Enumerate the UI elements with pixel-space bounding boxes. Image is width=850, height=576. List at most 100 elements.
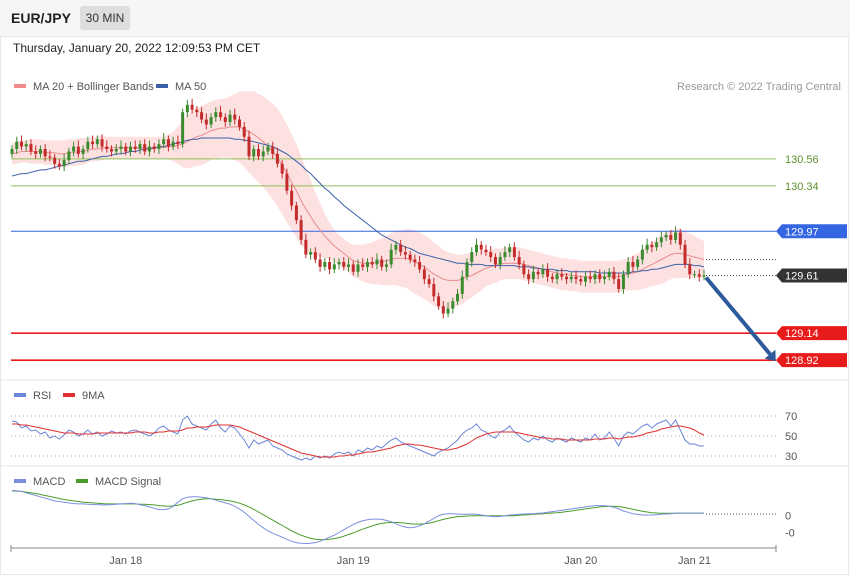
candle-body — [347, 264, 351, 267]
candle-body — [403, 252, 407, 255]
candle-body — [72, 146, 76, 152]
candle-body — [655, 242, 659, 248]
candle-body — [195, 109, 199, 113]
symbol-label: EUR/JPY — [11, 10, 71, 26]
candle-body — [413, 259, 417, 262]
candle-body — [242, 126, 246, 137]
candle-body — [247, 136, 251, 157]
x-tick-label: Jan 18 — [109, 555, 142, 567]
macd-line — [11, 489, 704, 545]
candle-body — [541, 269, 545, 275]
candle-body — [10, 149, 14, 154]
candle-body — [418, 261, 422, 270]
candle-body — [351, 264, 355, 272]
candle-body — [659, 237, 663, 243]
level-tag — [776, 326, 847, 341]
level-label: 130.34 — [785, 181, 819, 193]
candle-body — [238, 119, 242, 127]
timeframe-button[interactable]: 30 MIN — [80, 6, 130, 30]
level-label: 130.56 — [785, 154, 819, 166]
candle-body — [95, 139, 99, 145]
candle-body — [200, 112, 204, 120]
candle-body — [233, 114, 237, 120]
candle-body — [688, 264, 692, 275]
level-label: 129.61 — [785, 270, 819, 282]
candle-body — [640, 249, 644, 260]
candle-body — [650, 244, 654, 248]
legend-swatch — [14, 479, 26, 483]
candle-body — [76, 146, 80, 154]
candle-body — [332, 264, 336, 270]
candle-body — [437, 296, 441, 307]
macd-tick-label: -0 — [785, 528, 795, 540]
candle-body — [531, 271, 535, 280]
candle-body — [171, 141, 175, 147]
candle-body — [19, 141, 23, 147]
candle-body — [304, 239, 308, 255]
candle-body — [527, 274, 531, 280]
level-label: 128.92 — [785, 355, 819, 367]
candle-body — [62, 160, 66, 167]
candle-body — [399, 244, 403, 253]
candle-body — [34, 151, 38, 154]
rsi-line — [11, 415, 704, 461]
candle-body — [621, 274, 625, 289]
candle-body — [53, 157, 57, 164]
candle-body — [508, 247, 512, 253]
candle-body — [271, 146, 275, 154]
candle-body — [266, 146, 270, 152]
candle-body — [408, 254, 412, 260]
candle-body — [29, 144, 33, 152]
legend-swatch — [76, 479, 88, 483]
level-label: 129.97 — [785, 226, 819, 238]
candle-body — [522, 264, 526, 275]
rsi-tick-label: 70 — [785, 411, 797, 423]
legend-label: MA 50 — [175, 81, 206, 93]
candle-body — [190, 104, 194, 110]
candle-body — [636, 259, 640, 267]
candle-body — [318, 259, 322, 267]
candle-body — [285, 173, 289, 191]
candle-body — [252, 149, 256, 157]
macd-signal-line — [11, 490, 704, 541]
candle-body — [584, 276, 588, 282]
candle-body — [598, 274, 602, 280]
candle-body — [114, 149, 118, 152]
candle-body — [441, 306, 445, 314]
candle-body — [209, 117, 213, 125]
candle-body — [365, 261, 369, 267]
candle-body — [143, 144, 147, 152]
candle-body — [427, 279, 431, 285]
candle-body — [138, 144, 142, 150]
candle-body — [100, 139, 104, 147]
candle-body — [24, 144, 28, 147]
candle-body — [57, 163, 61, 167]
candle-body — [124, 146, 128, 152]
candle-body — [105, 146, 109, 150]
candle-body — [493, 257, 497, 265]
candle-body — [536, 271, 540, 275]
legend-swatch — [63, 393, 75, 397]
candle-body — [489, 252, 493, 258]
candle-body — [607, 271, 611, 277]
candle-body — [631, 261, 635, 267]
candle-body — [446, 308, 450, 314]
legend-label: 9MA — [82, 390, 105, 402]
x-tick-label: Jan 19 — [337, 555, 370, 567]
level-label: 129.14 — [785, 328, 819, 340]
candle-body — [380, 259, 384, 267]
candle-body — [678, 232, 682, 245]
candle-body — [503, 252, 507, 258]
candle-body — [356, 264, 360, 272]
candle-body — [328, 261, 332, 270]
level-tag — [776, 268, 847, 283]
rsi-ma-line — [12, 423, 705, 458]
candle-body — [166, 139, 170, 147]
candle-body — [569, 276, 573, 280]
candle-body — [119, 146, 123, 150]
candle-body — [550, 276, 554, 280]
candle-body — [223, 117, 227, 123]
level-tag — [776, 224, 847, 239]
candle-body — [86, 141, 90, 150]
